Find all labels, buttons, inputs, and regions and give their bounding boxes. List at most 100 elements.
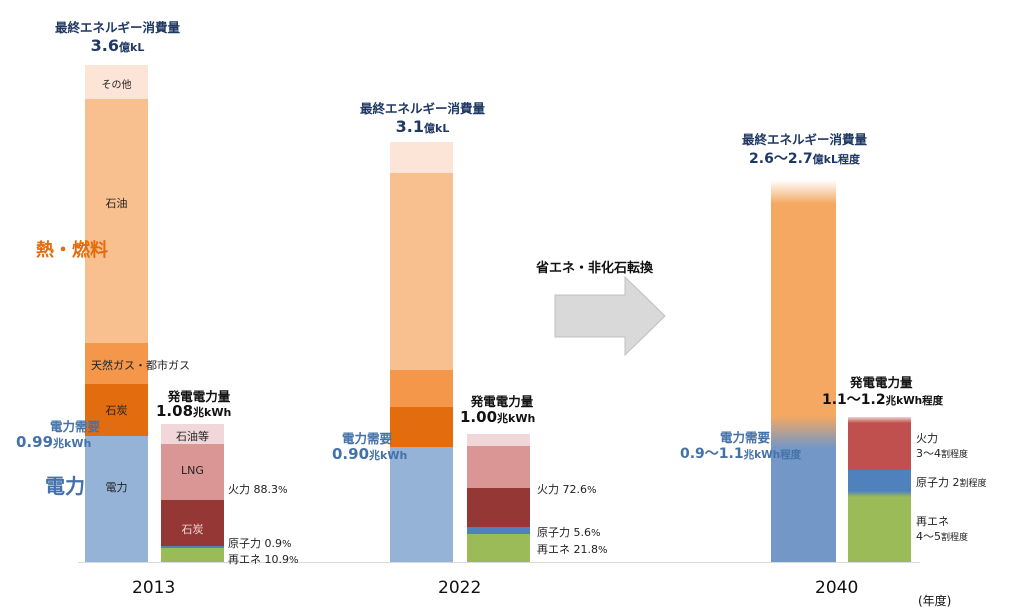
renewable-name: 再エネ [537,543,570,556]
gen-value: 1.08 [156,402,194,420]
thermal-value: 72.6 [562,483,588,496]
renewable-label-2013: 再エネ 10.9% [228,551,299,567]
demand-value: 0.99 [16,433,54,451]
thermal-label-2040: 火力 3〜4割程度 [916,431,968,463]
energy-title-2022: 最終エネルギー消費量 3.1億kL [345,98,500,136]
segment-gas [390,370,453,407]
percent-sign: % [289,555,299,566]
gen-title-2013: 発電電力量 [158,386,240,405]
segment-coal: 石炭 [85,384,148,436]
segment-other [390,142,453,173]
demand-unit: 兆kWh程度 [743,449,802,461]
thermal-name: 火力 [537,483,559,496]
demand-value-2022: 0.90兆kWh [332,445,407,463]
segment-renewable [848,497,911,562]
thermal-label-2013: 火力 88.3% [228,481,288,497]
segment-renewable [161,548,224,562]
demand-title: 電力需要 [720,430,771,445]
energy-title-text: 最終エネルギー消費量 [359,101,485,116]
energy-unit: 億kL [424,122,450,135]
energy-title-2040: 最終エネルギー消費量 2.6〜2.7億kL程度 [722,129,887,168]
ratio-unit: 割程度 [959,479,987,489]
renewable-name: 再エネ [916,515,949,528]
thermal-value: 88.3 [253,483,279,496]
transition-arrow-icon [554,275,666,357]
segment-other: その他 [85,65,148,99]
energy-unit: 億kL [119,41,145,54]
demand-label-2022: 電力需要 [342,428,392,447]
gen-unit: 兆kWh程度 [885,395,944,407]
gen-value: 1.1〜1.2 [822,392,886,408]
energy-title-text: 最終エネルギー消費量 [741,132,867,147]
energy-title-text: 最終エネルギー消費量 [54,20,180,35]
percent-sign: % [591,528,601,539]
nuclear-label-2040: 原子力 2割程度 [916,474,987,490]
demand-title: 電力需要 [49,419,100,434]
renewable-name: 再エネ [228,553,261,566]
gen-bar-2040 [848,417,911,562]
nuclear-name: 原子力 [537,526,570,539]
demand-label-2040: 電力需要 [720,427,770,446]
transition-label: 省エネ・非化石転換 [536,261,654,276]
gen-bar-2022 [467,434,530,562]
gen-title-2022: 発電電力量 [462,391,542,410]
segment-lng: LNG [161,444,224,500]
ratio-unit: 割程度 [941,450,969,460]
gen-value-2013: 1.08兆kWh [156,402,231,420]
renewable-label-2022: 再エネ 21.8% [537,541,608,557]
segment-nuclear [467,527,530,534]
nuclear-value: 0.9 [264,537,283,550]
power-side-label: 電力 [45,474,85,498]
segment-electricity [390,447,453,562]
energy-bar-2022 [390,142,453,562]
demand-value: 0.90 [332,445,370,463]
demand-value-2040: 0.9〜1.1兆kWh程度 [680,443,801,463]
segment-oil-etc [467,434,530,446]
heat-fuel-label: 熱・燃料 [36,240,108,261]
segment-oil: 石油 [85,99,148,343]
nuclear-label-2022: 原子力 5.6% [537,524,601,540]
renewable-value: 4〜5 [916,530,941,543]
gen-title: 発電電力量 [850,375,913,390]
segment-label-other: その他 [101,80,132,91]
ratio-unit: 割程度 [941,533,969,543]
gen-value-2022: 1.00兆kWh [460,408,535,426]
year-label-2040: 2040 [815,578,859,598]
x-axis-unit-label: (年度) [918,594,952,608]
nuclear-name: 原子力 [916,476,949,489]
thermal-label-2022: 火力 72.6% [537,481,597,497]
demand-label-2013: 電力需要 [16,416,100,435]
demand-title: 電力需要 [342,431,393,446]
gen-value-2040: 1.1〜1.2兆kWh程度 [822,389,943,409]
gen-title-2040: 発電電力量 [850,372,913,391]
segment-thermal [848,417,911,470]
renewable-value: 21.8 [573,543,599,556]
thermal-name: 火力 [916,432,938,445]
energy-bar-2013: その他 石油 石炭 電力 [85,65,148,562]
gen-title: 発電電力量 [470,394,534,409]
renewable-label-2040: 再エネ 4〜5割程度 [916,514,968,546]
energy-value: 2.6〜2.7 [749,151,813,167]
segment-coal-power [467,488,530,527]
demand-unit: 兆kWh [53,437,92,450]
nuclear-label-2013: 原子力 0.9% [228,535,292,551]
energy-unit: 億kL程度 [812,153,860,166]
renewable-value: 10.9 [264,553,290,566]
chart-baseline [78,562,920,563]
demand-value: 0.9〜1.1 [680,446,744,462]
percent-sign: % [587,485,597,496]
nuclear-name: 原子力 [228,537,261,550]
segment-renewable [467,534,530,562]
gen-bar-2013: 石油等 LNG 石炭 [161,424,224,562]
gen-unit: 兆kWh [497,412,536,425]
segment-label-coal-power: 石炭 [181,523,204,536]
segment-label-oil: 石油 [105,197,128,210]
percent-sign: % [282,539,292,550]
segment-lng [467,446,530,488]
segment-nuclear [161,546,224,548]
year-label-2013: 2013 [132,578,176,598]
energy-title-2013: 最終エネルギー消費量 3.6億kL [40,17,195,55]
segment-oil-etc: 石油等 [161,424,224,444]
demand-unit: 兆kWh [369,449,408,462]
segment-label-lng: LNG [181,464,204,477]
